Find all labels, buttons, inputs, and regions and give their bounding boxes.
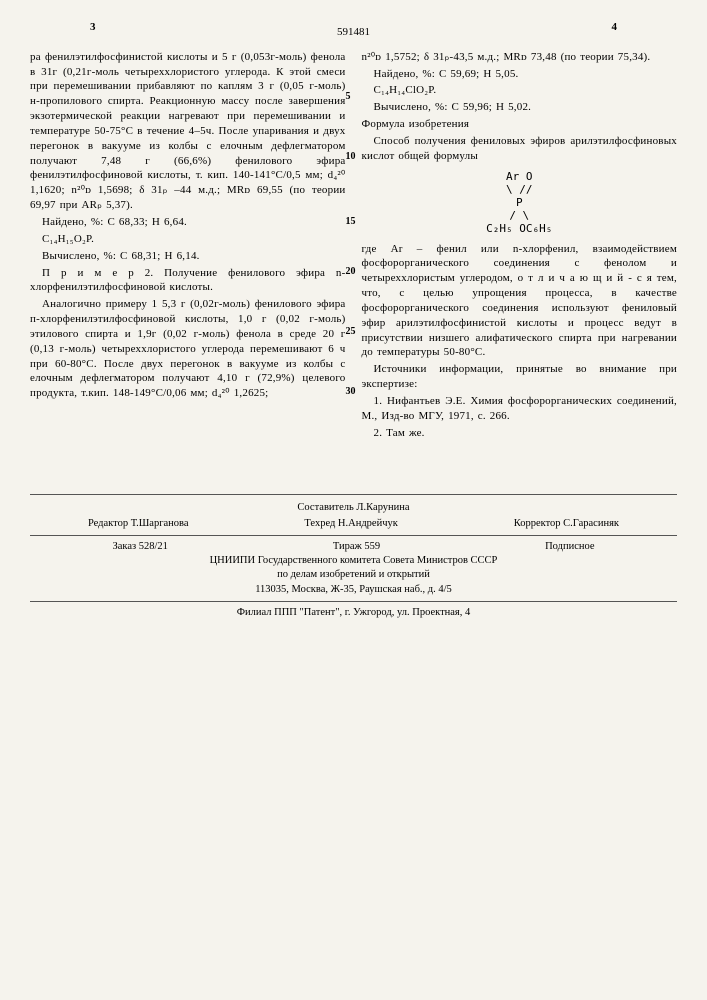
struct-bot: C₂H₅ OC₆H₅ [362, 222, 678, 235]
col1-example2: П р и м е р 2. Получение фенилового эфир… [30, 266, 346, 296]
col1-formula: C₁₄H₁₅O₂P. [30, 232, 346, 247]
col1-calc: Вычислено, %: C 68,31; H 6,14. [30, 249, 346, 264]
col2-ref1: 1. Нифантьев Э.Е. Химия фосфорорганическ… [362, 394, 678, 424]
col2-ref2: 2. Там же. [362, 426, 678, 441]
ln-20: 20 [346, 265, 356, 279]
struct-slash1: \ // [362, 183, 678, 196]
left-column: ра фенилэтилфосфинистой кислоты и 5 г (0… [30, 50, 346, 443]
footer: Составитель Л.Карунина Редактор Т.Шарган… [30, 494, 677, 620]
struct-top: Ar O [362, 170, 678, 183]
subscription: Подписное [545, 540, 594, 554]
ln-15: 15 [346, 215, 356, 229]
chemical-structure: Ar O \ // P / \ C₂H₅ OC₆H₅ [362, 170, 678, 236]
address: 113035, Москва, Ж-35, Раушская наб., д. … [30, 583, 677, 597]
tirazh: Тираж 559 [333, 540, 380, 554]
struct-mid: P [362, 196, 678, 209]
col1-para1: ра фенилэтилфосфинистой кислоты и 5 г (0… [30, 50, 346, 213]
col1-found: Найдено, %: C 68,33; H 6,64. [30, 215, 346, 230]
col2-para1: n²⁰ᴅ 1,5752; δ 31ₚ-43,5 м.д.; MRᴅ 73,48 … [362, 50, 678, 65]
document-number: 591481 [30, 25, 677, 40]
col2-found: Найдено, %: C 59,69; H 5,05. [362, 67, 678, 82]
ln-30: 30 [346, 385, 356, 399]
col1-para6: Аналогично примеру 1 5,3 г (0,02г-моль) … [30, 297, 346, 401]
page-num-left: 3 [90, 20, 96, 35]
col2-where: где Ar – фенил или n-хлорфенил, взаимоде… [362, 242, 678, 361]
composed-by: Составитель Л.Карунина [297, 501, 409, 515]
right-column: 5 10 15 20 25 30 n²⁰ᴅ 1,5752; δ 31ₚ-43,5… [362, 50, 678, 443]
org-line2: по делам изобретений и открытий [30, 568, 677, 582]
ln-10: 10 [346, 150, 356, 164]
corrector: Корректор С.Гарасиняк [514, 517, 619, 531]
invention-formula-title: Формула изобретения [362, 117, 678, 132]
org-line1: ЦНИИПИ Государственного комитета Совета … [30, 554, 677, 568]
struct-slash2: / \ [362, 209, 678, 222]
col2-method: Способ получения фениловых эфиров арилэт… [362, 134, 678, 164]
ln-5: 5 [346, 90, 351, 104]
col2-sources: Источники информации, принятые во вниман… [362, 362, 678, 392]
page-num-right: 4 [612, 20, 618, 35]
col2-calc: Вычислено, %: C 59,96; H 5,02. [362, 100, 678, 115]
order-num: Заказ 528/21 [112, 540, 167, 554]
col2-formula: C₁₄H₁₄ClO₂P. [362, 83, 678, 98]
techred: Техред Н.Андрейчук [304, 517, 397, 531]
filial: Филиал ППП "Патент", г. Ужгород, ул. Про… [30, 606, 677, 620]
editor: Редактор Т.Шарганова [88, 517, 189, 531]
ln-25: 25 [346, 325, 356, 339]
